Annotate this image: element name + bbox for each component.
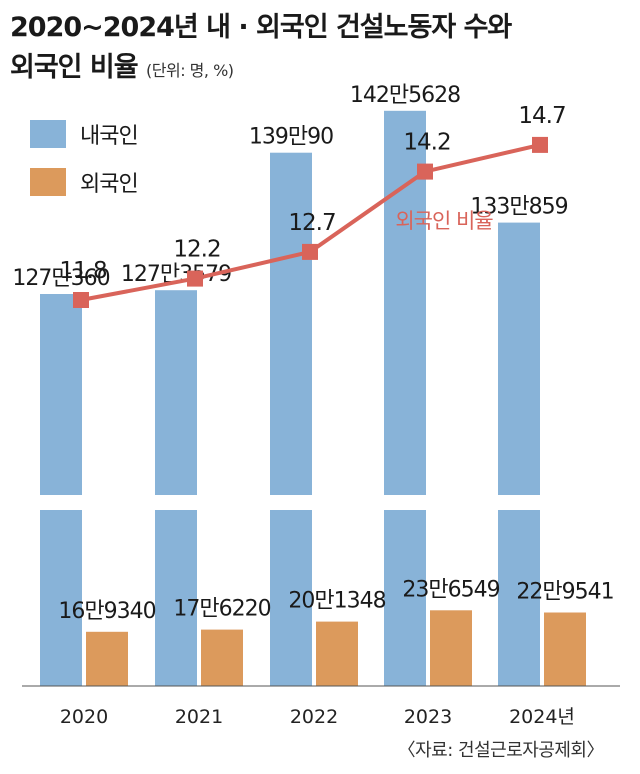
foreign-value-label: 22만9541	[516, 580, 613, 605]
ratio-value-label: 14.2	[403, 130, 450, 156]
legend-swatch-foreign	[30, 168, 66, 196]
ratio-value-label: 12.2	[173, 237, 220, 263]
foreign-bar-2020	[86, 631, 128, 686]
foreign-value-label: 20만1348	[288, 589, 385, 614]
ratio-marker	[73, 292, 89, 308]
domestic-value-label: 139만90	[249, 125, 333, 150]
x-tick-label: 2024년	[509, 706, 575, 728]
x-tick-label: 2021	[175, 706, 223, 728]
ratio-series-label: 외국인 비율	[395, 209, 493, 233]
x-tick-label: 2022	[290, 706, 338, 728]
foreign-bar-2022	[316, 621, 358, 686]
source-note: 〈자료: 건설근로자공제회〉	[397, 740, 605, 761]
domestic-value-label: 133만859	[470, 195, 567, 220]
title-line-1: 2020~2024년 내 · 외국인 건설노동자 수와	[10, 12, 512, 43]
domestic-bar-2024년-lower	[498, 510, 540, 686]
chart-title: 2020~2024년 내 · 외국인 건설노동자 수와 외국인 비율 (단위: …	[10, 8, 512, 91]
legend: 내국인 외국인	[30, 118, 139, 214]
ratio-value-label: 14.7	[518, 103, 565, 129]
title-line-2-text: 외국인 비율	[10, 52, 139, 83]
foreign-value-label: 17만6220	[173, 597, 270, 622]
domestic-bar-2021-upper	[155, 290, 197, 495]
foreign-bar-2023	[430, 610, 472, 686]
domestic-value-label: 142만5628	[350, 83, 460, 108]
domestic-bar-2020-upper	[40, 294, 82, 495]
domestic-bar-2023-lower	[384, 510, 426, 686]
x-tick-label: 2020	[60, 706, 108, 728]
ratio-value-label: 11.8	[59, 258, 107, 284]
ratio-marker	[302, 243, 318, 260]
domestic-bar-2021-lower	[155, 510, 197, 686]
legend-item-domestic: 내국인	[30, 118, 139, 150]
domestic-bar-2022-upper	[270, 152, 312, 495]
ratio-marker	[187, 270, 203, 287]
ratio-value-label: 12.7	[288, 210, 335, 236]
legend-label-domestic: 내국인	[80, 124, 139, 149]
legend-item-foreign: 외국인	[30, 166, 139, 198]
ratio-marker	[532, 136, 548, 153]
foreign-value-label: 16만9340	[58, 599, 155, 624]
domestic-bar-2024년-upper	[498, 222, 540, 495]
unit-note: (단위: 명, %)	[146, 61, 234, 80]
legend-label-foreign: 외국인	[80, 172, 139, 197]
domestic-bar-2022-lower	[270, 510, 312, 686]
title-line-2: 외국인 비율 (단위: 명, %)	[10, 48, 511, 91]
domestic-value-label: 127만360	[12, 266, 109, 291]
domestic-bar-2020-lower	[40, 510, 82, 686]
foreign-value-label: 23만6549	[402, 577, 499, 602]
ratio-marker	[417, 163, 433, 180]
axis-break-band	[0, 495, 640, 510]
legend-swatch-domestic	[30, 120, 66, 148]
foreign-bar-2021	[201, 629, 243, 686]
x-tick-label: 2023	[404, 706, 452, 728]
foreign-bar-2024년	[544, 612, 586, 686]
